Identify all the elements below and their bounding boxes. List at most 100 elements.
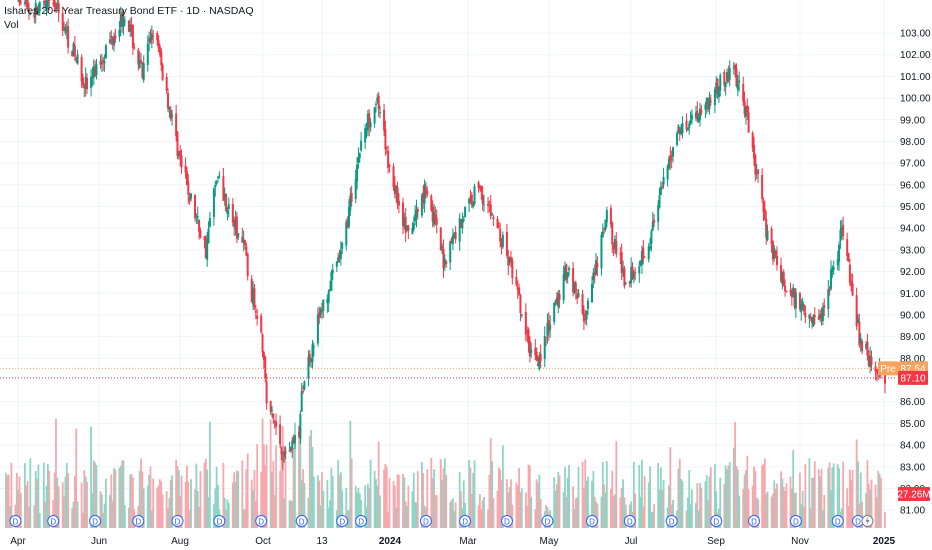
dividend-circle	[623, 515, 636, 527]
volume-bar	[7, 474, 10, 528]
dividend-marker[interactable]: D	[213, 515, 226, 527]
candle-body	[411, 227, 414, 235]
volume-bar	[196, 490, 199, 528]
dividend-marker[interactable]: D	[748, 515, 761, 527]
candle-body	[449, 241, 452, 263]
candle-body	[662, 176, 665, 185]
dividend-marker[interactable]: D	[789, 515, 802, 527]
candle-body	[491, 213, 494, 215]
candle-body	[23, 2, 26, 4]
volume-bar	[855, 439, 858, 528]
candle-body	[401, 202, 404, 226]
volume-bar	[271, 472, 273, 528]
price-axis[interactable]: 81.0082.0083.0084.0085.0086.0087.0088.00…	[900, 29, 931, 517]
candle-body	[396, 187, 399, 204]
volume-bar	[518, 467, 520, 528]
candle-body	[689, 120, 692, 124]
volume-bar	[262, 444, 265, 528]
dividend-circle	[89, 515, 102, 527]
candle-body	[233, 220, 236, 227]
candle-body	[771, 240, 774, 260]
time-axis[interactable]: Apr Jun Aug Oct 13 2024 Mar May Jul Sep Nov 2025	[10, 536, 895, 547]
candle-body	[554, 300, 557, 302]
volume-bar	[622, 479, 624, 528]
dividend-marker[interactable]: D	[623, 515, 636, 527]
volume-bar	[67, 473, 70, 528]
dividend-marker[interactable]: D	[336, 515, 349, 527]
dividend-marker[interactable]: D	[171, 515, 184, 527]
dividend-marker[interactable]: D	[831, 515, 844, 527]
dividend-marker[interactable]: D	[255, 515, 268, 527]
dividend-marker[interactable]: D	[500, 515, 513, 527]
dividend-marker[interactable]: D	[47, 515, 60, 527]
candle-body	[208, 217, 211, 227]
volume-bar	[780, 471, 782, 528]
candle-body	[686, 128, 689, 131]
candle-body	[515, 276, 518, 285]
candle-body	[761, 174, 764, 199]
volume-bar	[859, 472, 862, 528]
candle-body	[53, 0, 56, 7]
candle-body	[488, 202, 491, 204]
candle-body	[812, 315, 815, 327]
candle-body	[397, 200, 400, 206]
dividend-marker[interactable]: D	[710, 515, 723, 527]
candle-body	[875, 371, 878, 373]
volume-bar	[823, 494, 826, 528]
dividend-marker[interactable]: D	[132, 515, 145, 527]
candle-body	[511, 259, 514, 279]
dividend-letter: D	[713, 518, 719, 527]
volume-bar	[26, 480, 29, 528]
dividend-marker[interactable]: D	[295, 515, 308, 527]
dividend-letter: D	[13, 518, 19, 527]
candle-body	[584, 318, 587, 320]
candle-body	[713, 89, 716, 106]
volume-bar	[6, 475, 9, 528]
dividend-marker[interactable]: D	[459, 515, 472, 527]
volume-bar	[638, 464, 641, 528]
volume-bar	[319, 505, 322, 528]
volume-bar	[653, 503, 656, 528]
dividend-marker[interactable]: D	[541, 515, 554, 527]
volume-bar	[349, 421, 352, 528]
candle-body	[392, 166, 395, 188]
x-tick-label: Oct	[255, 536, 271, 547]
volume-bar	[632, 461, 635, 528]
candle-body	[379, 112, 382, 114]
split-marker[interactable]	[861, 515, 874, 527]
candle-body	[216, 177, 219, 179]
candle-body	[611, 222, 614, 245]
volume-bar	[715, 491, 718, 528]
volume-bar	[867, 483, 870, 528]
y-tick-label: 84.00	[900, 441, 925, 452]
candle-body	[458, 218, 461, 242]
candle-body	[804, 312, 807, 318]
dividend-marker[interactable]: D	[665, 515, 678, 527]
candle-body	[262, 352, 265, 361]
candle-body	[188, 197, 191, 201]
candle-body	[681, 123, 684, 134]
volume-bar	[233, 472, 236, 528]
dividend-marker[interactable]: D	[89, 515, 102, 527]
dividend-letter: D	[627, 518, 633, 527]
dividend-marker[interactable]: D	[9, 515, 22, 527]
volume-bar	[384, 463, 387, 528]
dividend-marker[interactable]: D	[355, 515, 368, 527]
candle-body	[842, 224, 845, 237]
candle-body	[256, 315, 259, 319]
candle-body	[423, 184, 426, 204]
volume-bar	[127, 507, 130, 528]
candle-body	[642, 247, 645, 259]
volume-bar	[38, 512, 41, 528]
candle-body	[241, 236, 244, 243]
dividend-marker[interactable]: D	[419, 515, 432, 527]
x-tick-label: 13	[316, 536, 328, 547]
candle-body	[793, 288, 796, 307]
volume-bar	[553, 477, 556, 528]
volume-bar	[774, 488, 777, 528]
dividend-marker[interactable]: D	[586, 515, 598, 527]
candle-body	[376, 97, 379, 102]
candle-body	[709, 101, 712, 103]
